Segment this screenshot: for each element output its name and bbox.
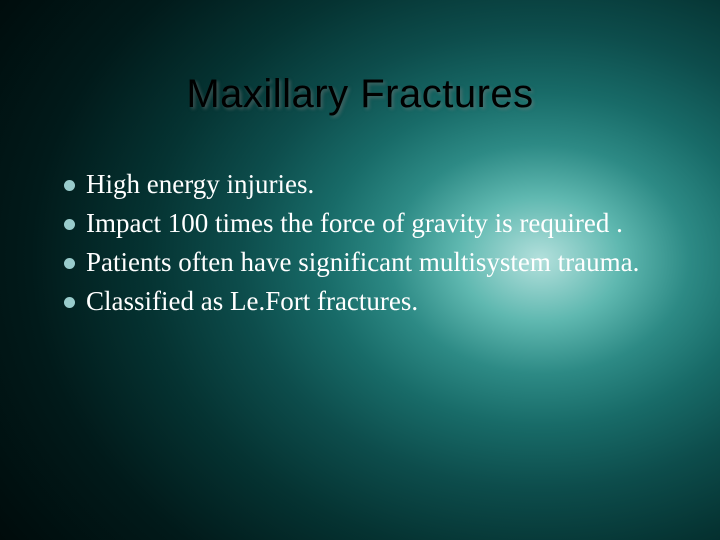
slide-title: Maxillary Fractures [0,72,720,117]
bullet-text: High energy injuries. [86,168,650,201]
bullet-icon [64,219,75,230]
bullet-item: Impact 100 times the force of gravity is… [64,207,650,240]
slide-container: Maxillary Fractures High energy injuries… [0,0,720,540]
bullet-icon [64,258,75,269]
bullet-item: High energy injuries. [64,168,650,201]
bullet-icon [64,180,75,191]
bullet-text: Classified as Le.Fort fractures. [86,285,650,318]
slide-body: High energy injuries. Impact 100 times t… [64,168,650,324]
bullet-icon [64,297,75,308]
bullet-text: Impact 100 times the force of gravity is… [86,207,650,240]
bullet-text: Patients often have significant multisys… [86,246,650,279]
bullet-item: Classified as Le.Fort fractures. [64,285,650,318]
bullet-item: Patients often have significant multisys… [64,246,650,279]
